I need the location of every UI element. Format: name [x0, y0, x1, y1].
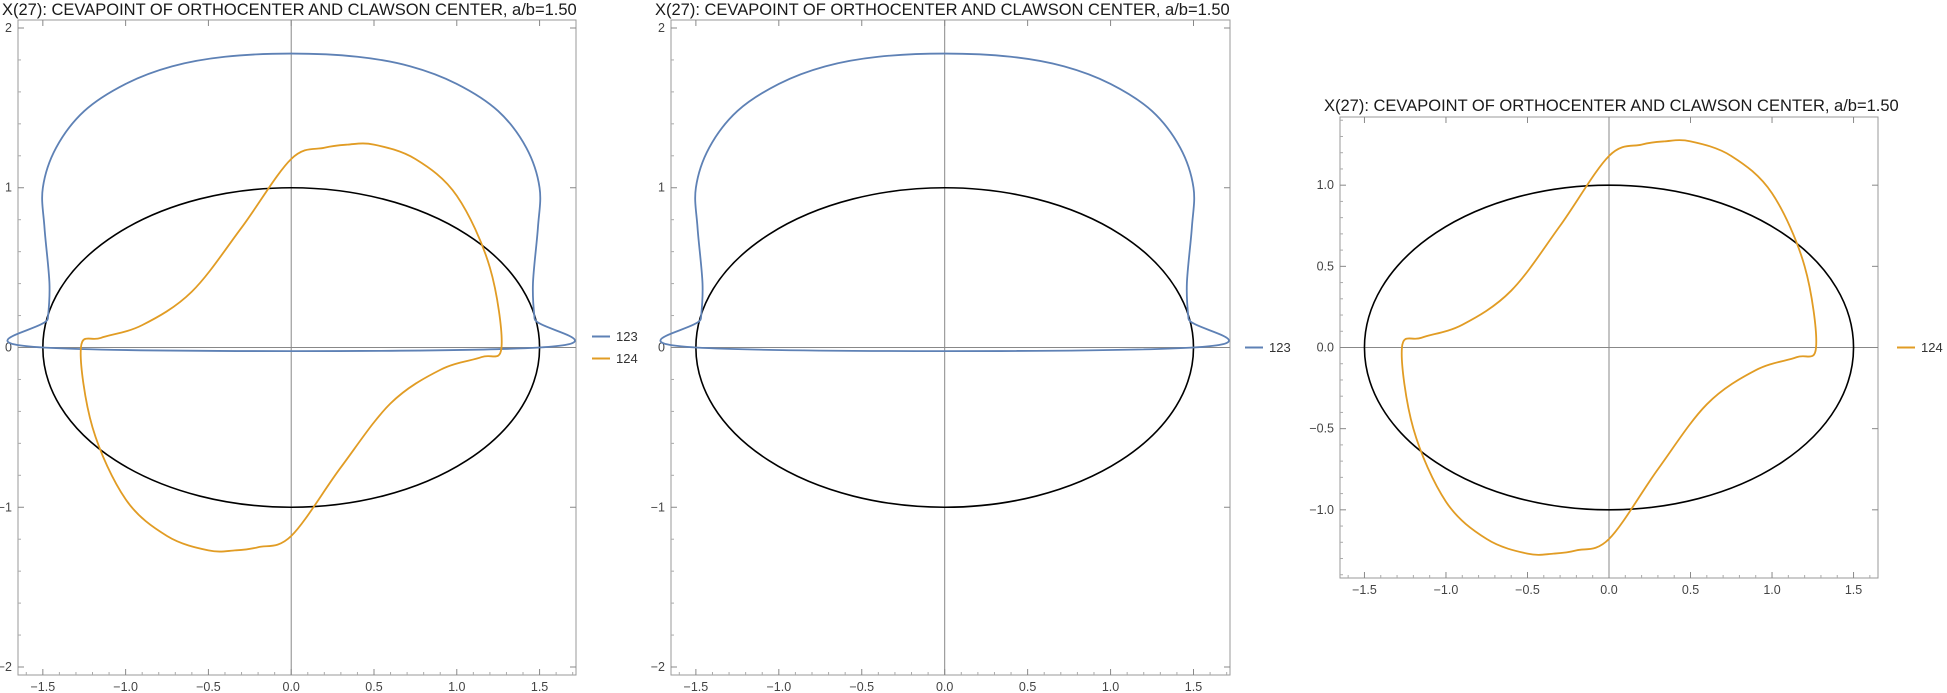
y-tick-label: −1 [651, 500, 665, 514]
y-tick-label: 0.0 [1317, 341, 1334, 355]
x-tick-label: 1.5 [531, 680, 548, 693]
x-tick-label: −1.0 [113, 680, 138, 693]
chart-panel-2: X(27): CEVAPOINT OF ORTHOCENTER AND CLAW… [651, 1, 1291, 693]
reference-ellipse [1363, 184, 1855, 511]
x-tick-label: −0.5 [1515, 583, 1540, 597]
series-line-123 [659, 52, 1230, 352]
x-tick-label: 0.0 [283, 680, 300, 693]
chart-panel-1: X(27): CEVAPOINT OF ORTHOCENTER AND CLAW… [0, 1, 638, 693]
x-tick-label: −1.5 [1352, 583, 1377, 597]
y-tick-label: 2 [658, 21, 665, 35]
y-tick-label: 0 [5, 341, 12, 355]
legend-label-123: 123 [616, 329, 638, 344]
x-tick-label: 1.0 [448, 680, 465, 693]
x-tick-label: 1.0 [1763, 583, 1780, 597]
y-tick-label: −2 [0, 660, 12, 674]
x-tick-label: −1.5 [684, 680, 709, 693]
x-tick-label: 0.5 [1019, 680, 1036, 693]
legend-label-123: 123 [1269, 340, 1291, 355]
x-tick-label: 0.5 [365, 680, 382, 693]
x-tick-label: −0.5 [196, 680, 221, 693]
x-tick-label: −1.0 [1434, 583, 1459, 597]
y-tick-label: 0.5 [1317, 259, 1334, 273]
y-tick-label: 1 [5, 181, 12, 195]
x-tick-label: 1.5 [1185, 680, 1202, 693]
y-tick-label: −1.0 [1309, 503, 1334, 517]
x-tick-label: 1.0 [1102, 680, 1119, 693]
y-tick-label: −1 [0, 500, 12, 514]
series-line-123 [6, 52, 576, 352]
series-line-124 [1400, 139, 1818, 556]
legend-label-124: 124 [616, 351, 638, 366]
x-tick-label: 0.0 [936, 680, 953, 693]
y-tick-label: −2 [651, 660, 665, 674]
chart-title: X(27): CEVAPOINT OF ORTHOCENTER AND CLAW… [655, 1, 1230, 19]
chart-title: X(27): CEVAPOINT OF ORTHOCENTER AND CLAW… [2, 1, 577, 19]
x-tick-label: 0.0 [1600, 583, 1617, 597]
y-tick-label: 1 [658, 181, 665, 195]
x-tick-label: −1.5 [30, 680, 55, 693]
x-tick-label: 0.5 [1682, 583, 1699, 597]
y-tick-label: 1.0 [1317, 178, 1334, 192]
x-tick-label: 1.5 [1845, 583, 1862, 597]
legend-label-124: 124 [1921, 340, 1943, 355]
chart-title: X(27): CEVAPOINT OF ORTHOCENTER AND CLAW… [1324, 97, 1899, 115]
series-line-124 [79, 142, 503, 553]
x-tick-label: −0.5 [849, 680, 874, 693]
x-tick-label: −1.0 [766, 680, 791, 693]
y-tick-label: −0.5 [1309, 422, 1334, 436]
chart-panel-3: X(27): CEVAPOINT OF ORTHOCENTER AND CLAW… [1309, 97, 1942, 597]
y-tick-label: 0 [658, 341, 665, 355]
y-tick-label: 2 [5, 21, 12, 35]
